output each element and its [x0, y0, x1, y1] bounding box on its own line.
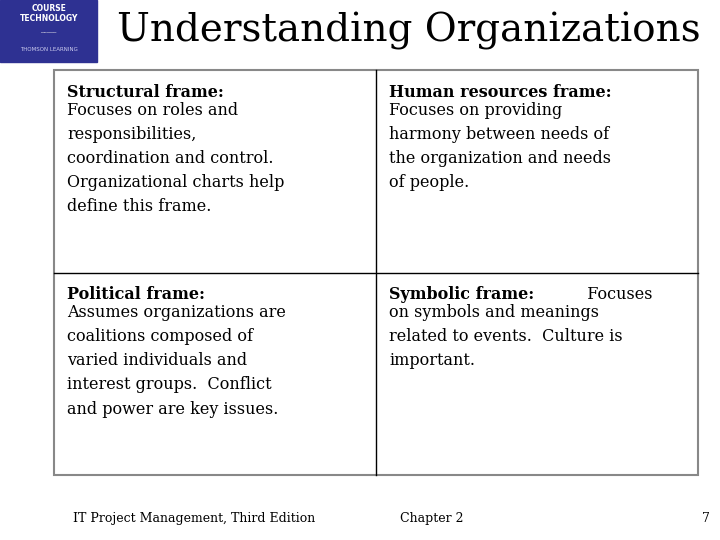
Bar	[0, 0, 97, 62]
Text: on symbols and meanings
related to events.  Culture is
important.: on symbols and meanings related to event…	[389, 304, 623, 369]
Text: Focuses on providing
harmony between needs of
the organization and needs
of peop: Focuses on providing harmony between nee…	[389, 102, 611, 191]
Text: THOMSON LEARNING: THOMSON LEARNING	[19, 47, 78, 52]
Text: COURSE
TECHNOLOGY: COURSE TECHNOLOGY	[19, 4, 78, 23]
Text: Structural frame:: Structural frame:	[67, 84, 224, 100]
Text: Human resources frame:: Human resources frame:	[389, 84, 612, 100]
Text: Chapter 2: Chapter 2	[400, 512, 464, 525]
Text: Focuses on roles and
responsibilities,
coordination and control.
Organizational : Focuses on roles and responsibilities, c…	[67, 102, 284, 215]
Text: Focuses: Focuses	[577, 286, 652, 303]
Text: Understanding Organizations: Understanding Organizations	[117, 12, 701, 50]
Text: IT Project Management, Third Edition: IT Project Management, Third Edition	[73, 512, 315, 525]
Text: 7: 7	[702, 512, 709, 525]
Text: Political frame:: Political frame:	[67, 286, 205, 303]
Text: Assumes organizations are
coalitions composed of
varied individuals and
interest: Assumes organizations are coalitions com…	[67, 304, 286, 417]
Text: Symbolic frame:: Symbolic frame:	[389, 286, 534, 303]
Text: ─────: ─────	[40, 31, 57, 36]
Bar	[54, 70, 698, 475]
